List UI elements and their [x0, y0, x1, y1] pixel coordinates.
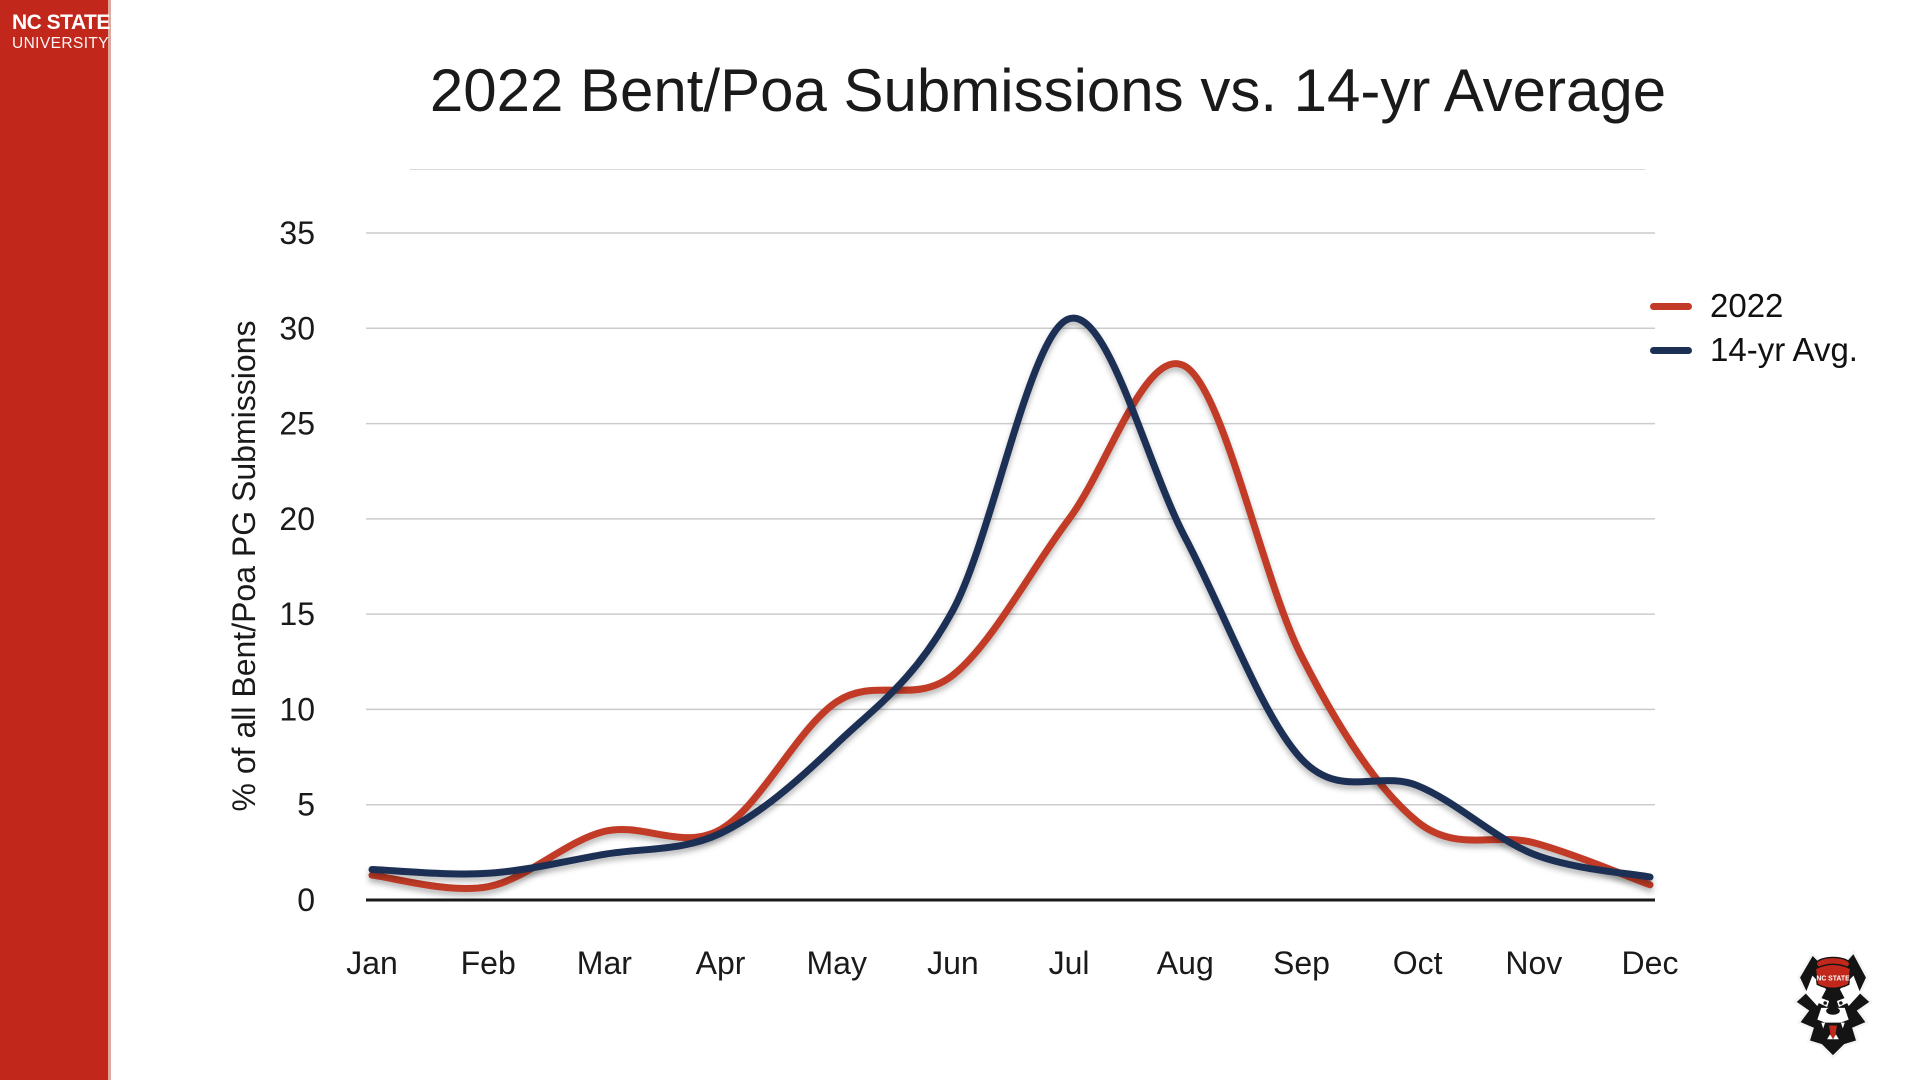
x-tick-label-aug: Aug: [1157, 945, 1214, 981]
x-tick-label-oct: Oct: [1393, 945, 1443, 981]
x-tick-label-jan: Jan: [346, 945, 398, 981]
title-underline: [410, 169, 1645, 170]
x-tick-label-jun: Jun: [927, 945, 979, 981]
y-tick-label-10: 10: [279, 691, 315, 727]
wolf-right-pupil: [1839, 1001, 1843, 1005]
wolf-tooth-1: [1821, 1022, 1826, 1029]
wolf-left-pupil: [1823, 1001, 1827, 1005]
x-tick-label-may: May: [807, 945, 867, 981]
page-title: 2022 Bent/Poa Submissions vs. 14-yr Aver…: [429, 57, 1667, 124]
wolf-logo-icon: NC STATE: [1792, 949, 1874, 1059]
series-line-14-yr-avg-: [368, 314, 1654, 881]
x-tick-label-mar: Mar: [577, 945, 632, 981]
wolf-tongue: [1829, 1025, 1837, 1039]
x-tick-label-sep: Sep: [1273, 945, 1330, 981]
y-tick-label-30: 30: [279, 310, 315, 346]
wolf-tooth-4: [1833, 1034, 1839, 1040]
chart-legend: 2022 14-yr Avg.: [1650, 284, 1858, 372]
legend-item-2022: 2022: [1650, 284, 1858, 328]
x-tick-label-nov: Nov: [1505, 945, 1562, 981]
legend-item-14yr-avg: 14-yr Avg.: [1650, 328, 1858, 372]
legend-label-14yr-avg: 14-yr Avg.: [1710, 331, 1858, 368]
legend-swatch-2022: [1650, 302, 1692, 310]
legend-swatch-14yr-avg: [1650, 346, 1692, 354]
y-tick-label-15: 15: [279, 596, 315, 632]
y-tick-label-0: 0: [297, 882, 315, 918]
y-tick-label-25: 25: [279, 406, 315, 442]
wolf-cap-text: NC STATE: [1816, 975, 1850, 982]
gridlines: [366, 232, 1655, 806]
wolf-tooth-3: [1827, 1034, 1833, 1040]
x-tick-label-jul: Jul: [1049, 945, 1090, 981]
nc-state-logo: NC STATE UNIVERSITY: [12, 12, 110, 52]
y-tick-label-20: 20: [279, 501, 315, 537]
wolf-cap-band: [1814, 963, 1852, 990]
y-axis-title-text: % of all Bent/Poa PG Submissions: [226, 321, 262, 812]
series-line-2022: [368, 360, 1654, 893]
x-tick-label-dec: Dec: [1622, 945, 1679, 981]
logo-wordmark-bottom: UNIVERSITY: [12, 35, 110, 52]
x-axis-month-labels: Jan Feb Mar Apr May Jun Jul Aug Sep Oct Nov Dec: [346, 945, 1678, 981]
y-tick-label-5: 5: [297, 787, 315, 823]
y-axis-title: % of all Bent/Poa PG Submissions: [226, 321, 262, 812]
logo-wordmark-top: NC STATE: [12, 11, 110, 34]
x-tick-label-apr: Apr: [696, 945, 746, 981]
y-tick-label-35: 35: [279, 215, 315, 251]
data-series-lines: [368, 314, 1654, 893]
y-axis-tick-labels: 0 5 10 15 20 25 30 35: [279, 215, 315, 918]
x-tick-label-feb: Feb: [461, 945, 516, 981]
wolf-nose: [1826, 1006, 1840, 1015]
wolf-tooth-2: [1840, 1022, 1845, 1029]
legend-label-2022: 2022: [1710, 287, 1784, 324]
brand-sidebar: NC STATE UNIVERSITY: [0, 0, 111, 1080]
wolf-muzzle: [1817, 1007, 1849, 1026]
